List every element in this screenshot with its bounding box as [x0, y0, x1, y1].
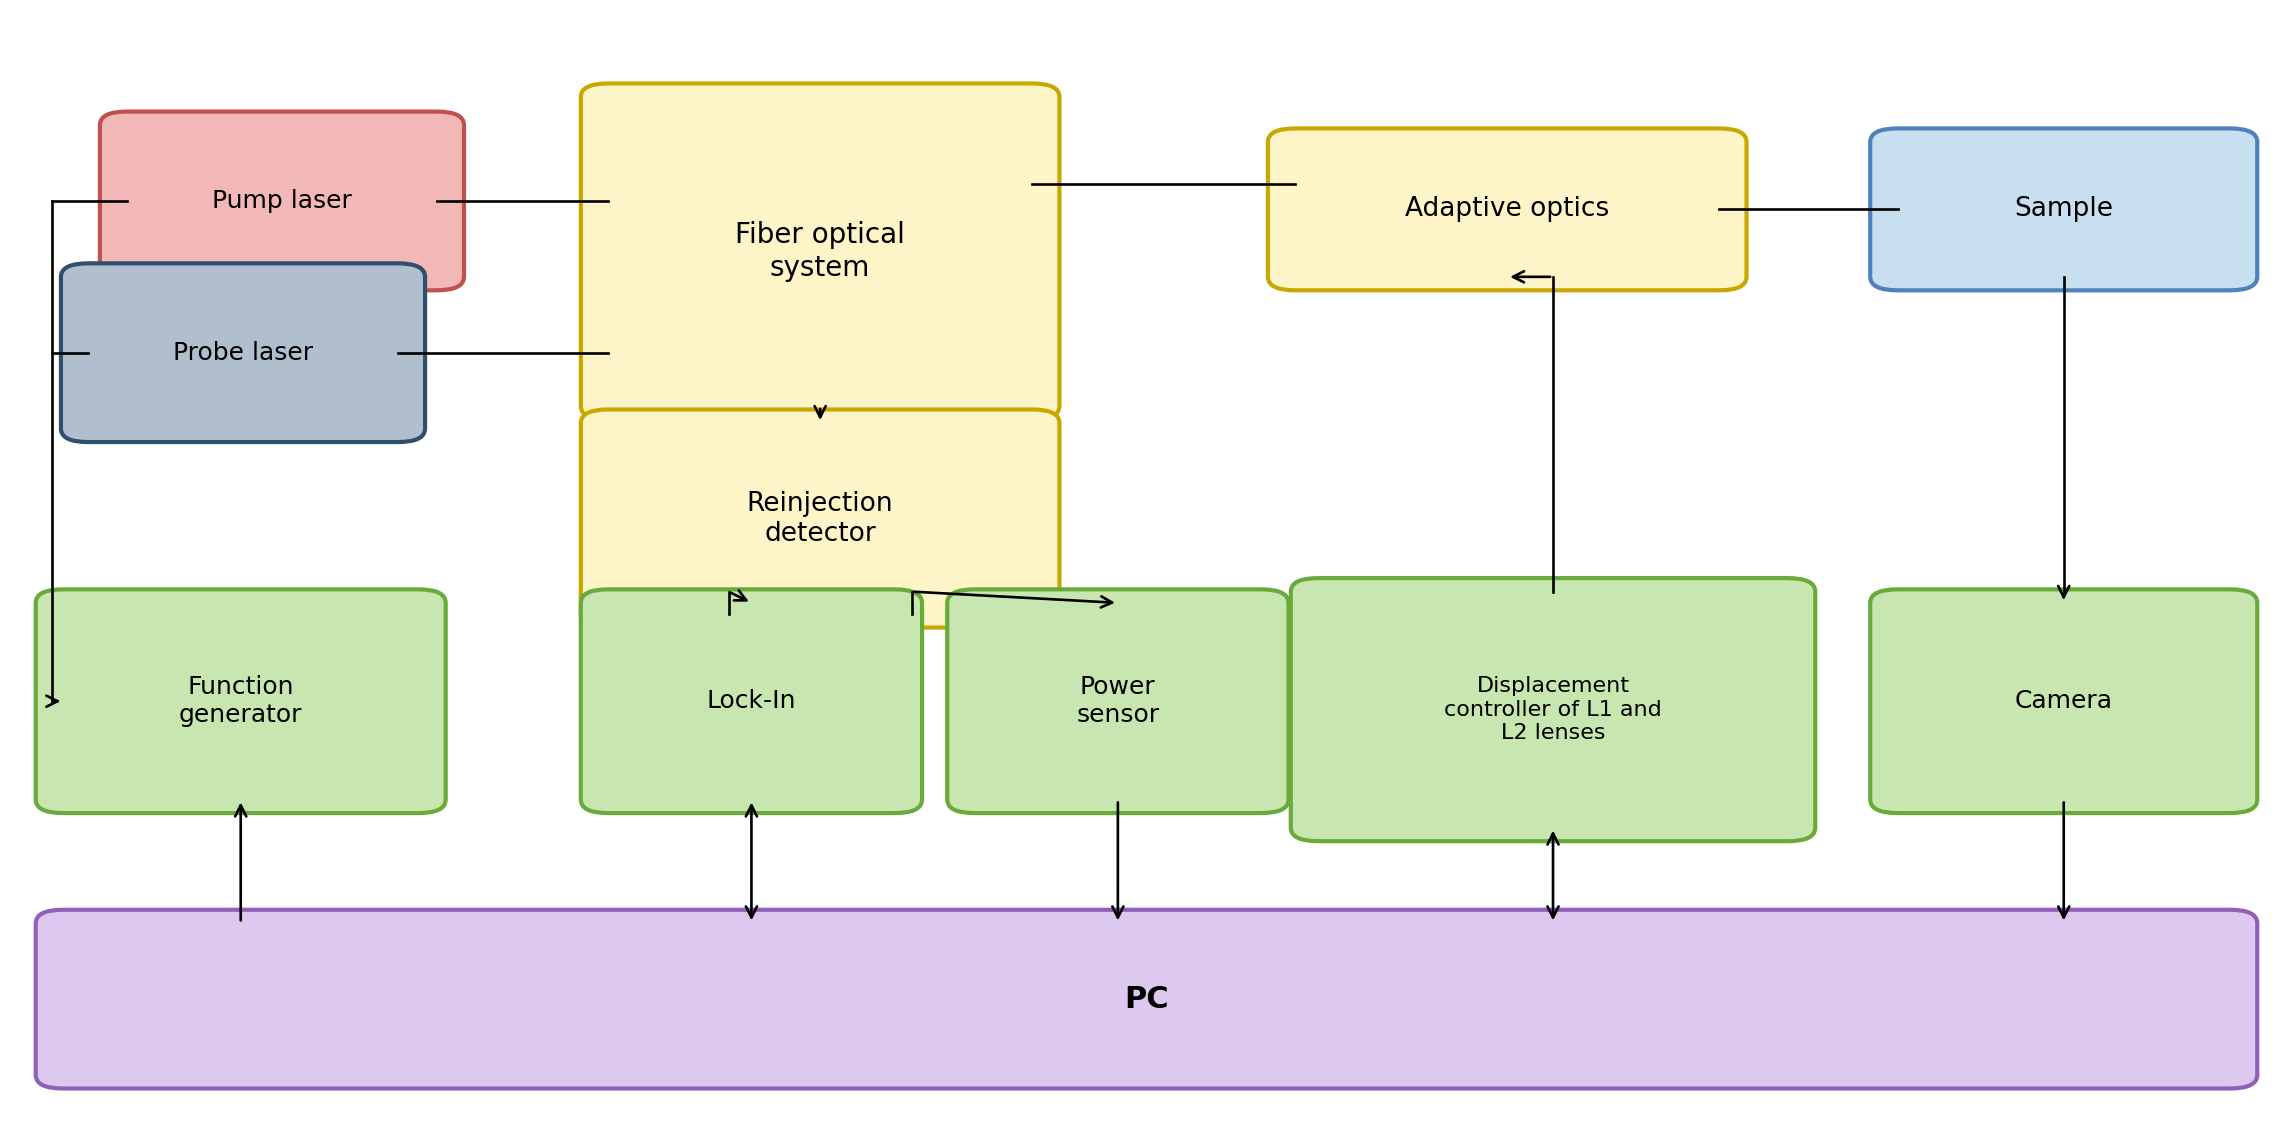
- Text: Power
sensor: Power sensor: [1075, 675, 1160, 727]
- Text: Sample: Sample: [2013, 196, 2114, 222]
- Text: PC: PC: [1124, 985, 1169, 1013]
- FancyBboxPatch shape: [1871, 589, 2256, 813]
- Text: Pump laser: Pump laser: [211, 189, 351, 213]
- FancyBboxPatch shape: [1268, 128, 1747, 291]
- Text: Function
generator: Function generator: [179, 675, 303, 727]
- Text: Lock-In: Lock-In: [706, 690, 796, 713]
- FancyBboxPatch shape: [1291, 578, 1816, 841]
- FancyBboxPatch shape: [101, 112, 463, 291]
- Text: Camera: Camera: [2016, 690, 2112, 713]
- FancyBboxPatch shape: [580, 589, 922, 813]
- FancyBboxPatch shape: [37, 589, 445, 813]
- FancyBboxPatch shape: [580, 83, 1059, 419]
- Text: Reinjection
detector: Reinjection detector: [748, 490, 894, 547]
- Text: Adaptive optics: Adaptive optics: [1406, 196, 1610, 222]
- FancyBboxPatch shape: [37, 909, 2256, 1089]
- FancyBboxPatch shape: [1871, 128, 2256, 291]
- Text: Fiber optical
system: Fiber optical system: [736, 221, 906, 282]
- Text: Probe laser: Probe laser: [172, 340, 314, 365]
- FancyBboxPatch shape: [62, 264, 424, 442]
- FancyBboxPatch shape: [947, 589, 1289, 813]
- FancyBboxPatch shape: [580, 409, 1059, 628]
- Text: Displacement
controller of L1 and
L2 lenses: Displacement controller of L1 and L2 len…: [1445, 676, 1662, 743]
